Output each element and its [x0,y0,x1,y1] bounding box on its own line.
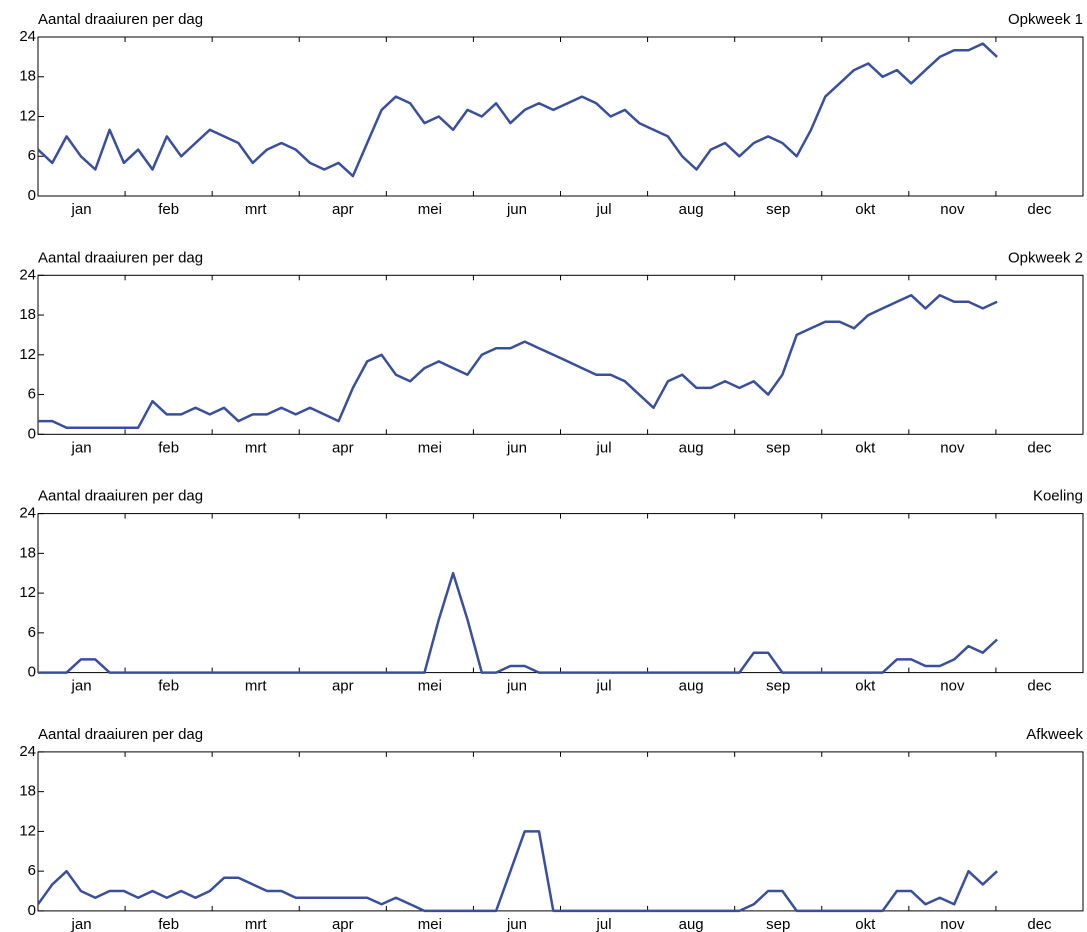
x-tick-label: nov [940,916,965,932]
series-label: Opkweek 2 [1008,249,1083,266]
x-tick-label: jul [596,678,612,695]
y-tick-label: 18 [19,544,36,561]
y-tick-label: 0 [28,902,36,919]
x-tick-label: jun [506,916,527,932]
x-tick-label: okt [855,201,876,218]
x-tick-label: apr [332,439,354,456]
x-tick-label: sep [766,201,790,218]
x-tick-label: jan [71,439,92,456]
plot-frame [37,513,1084,674]
x-tick-label: jun [506,201,527,218]
panel-title: Aantal draaiuren per dag [38,488,203,505]
x-tick-label: jun [506,678,527,695]
y-tick-label: 0 [28,425,36,442]
x-tick-label: mrt [245,201,267,218]
x-tick-label: sep [766,916,790,932]
x-tick-label: mrt [245,439,267,456]
x-tick-label: dec [1027,201,1052,218]
x-tick-label: okt [855,678,876,695]
x-tick-label: jul [596,916,612,932]
x-tick-label: apr [332,678,354,695]
x-tick-label: nov [940,439,965,456]
x-tick-label: mei [418,201,442,218]
panel-title: Aantal draaiuren per dag [38,249,203,266]
y-tick-label: 6 [28,862,36,879]
x-tick-label: sep [766,439,790,456]
y-tick-label: 6 [28,147,36,164]
series-label: Opkweek 1 [1008,11,1083,28]
x-tick-label: apr [332,916,354,932]
x-tick-label: feb [158,678,179,695]
x-tick-label: apr [332,201,354,218]
y-tick-label: 12 [19,584,36,601]
x-tick-label: okt [855,916,876,932]
y-tick-label: 24 [19,505,36,522]
x-tick-label: feb [158,201,179,218]
x-tick-label: aug [679,916,704,932]
x-tick-label: aug [679,678,704,695]
x-tick-label: mei [418,678,442,695]
x-tick-label: jan [71,201,92,218]
x-tick-label: dec [1027,439,1052,456]
x-tick-label: jul [596,439,612,456]
x-tick-label: jun [506,439,527,456]
panel-title: Aantal draaiuren per dag [38,11,203,28]
y-tick-label: 6 [28,624,36,641]
x-tick-label: aug [679,439,704,456]
x-tick-label: jul [596,201,612,218]
plot-frame [37,274,1084,435]
x-tick-label: mrt [245,678,267,695]
data-line [36,830,998,913]
x-tick-label: mei [418,439,442,456]
y-tick-label: 12 [19,346,36,363]
x-tick-label: jan [71,678,92,695]
data-line [38,293,998,429]
x-tick-label: jan [71,916,92,932]
data-line [37,42,998,178]
x-tick-label: mrt [245,916,267,932]
plot-frame [37,36,1084,197]
series-label: Koeling [1033,488,1083,505]
y-tick-label: 12 [19,822,36,839]
x-tick-label: dec [1027,678,1052,695]
y-tick-label: 18 [19,783,36,800]
data-line [38,571,998,674]
y-tick-label: 6 [28,386,36,403]
y-tick-label: 0 [28,664,36,681]
y-tick-label: 24 [19,743,36,760]
y-tick-label: 24 [19,28,36,45]
panel-title: Aantal draaiuren per dag [38,726,203,743]
x-tick-label: feb [158,439,179,456]
x-tick-label: okt [855,439,876,456]
x-tick-label: dec [1027,916,1052,932]
plot-frame [37,751,1084,912]
series-label: Afkweek [1026,726,1083,743]
x-tick-label: nov [940,678,965,695]
x-tick-label: nov [940,201,965,218]
y-tick-label: 18 [19,306,36,323]
x-tick-label: mei [418,916,442,932]
y-tick-label: 24 [19,266,36,283]
x-tick-label: sep [766,678,790,695]
x-tick-label: aug [679,201,704,218]
y-tick-label: 12 [19,107,36,124]
y-tick-label: 18 [19,68,36,85]
x-tick-label: feb [158,916,179,932]
y-tick-label: 0 [28,187,36,204]
